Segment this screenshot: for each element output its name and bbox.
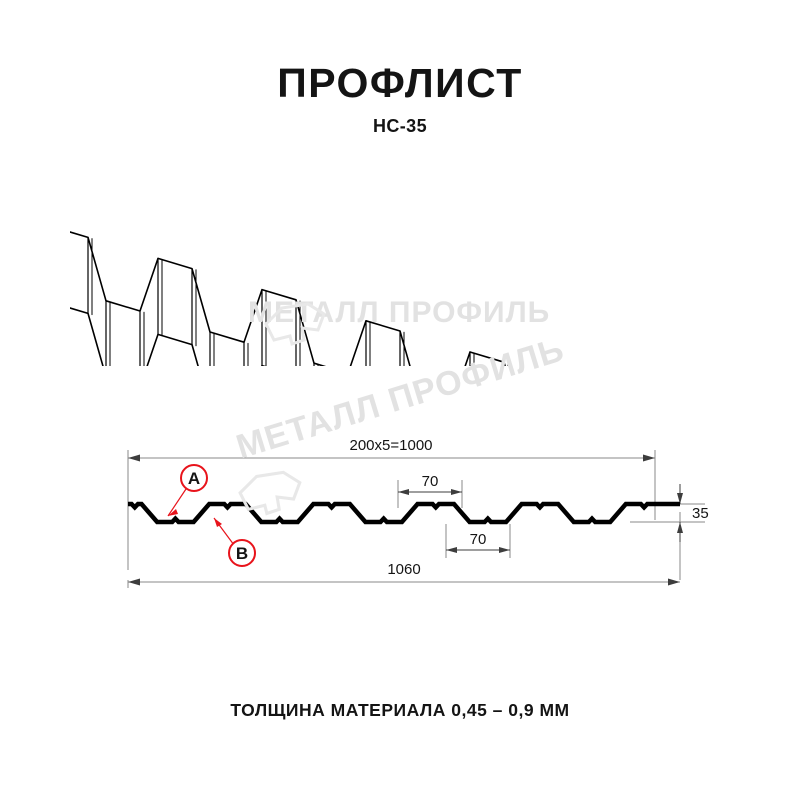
edge-mask-right xyxy=(738,196,740,366)
callout-b-label: B xyxy=(236,544,248,563)
material-thickness-note: ТОЛЩИНА МАТЕРИАЛА 0,45 – 0,9 ММ xyxy=(230,700,570,720)
dimension-height: 35 xyxy=(677,484,709,542)
dimension-bottom-flange-label: 70 xyxy=(470,531,487,548)
callout-b: B xyxy=(213,517,256,567)
callout-a-label: A xyxy=(188,469,200,488)
cross-section-drawing: 200x5=1000 70 70 35 xyxy=(127,437,709,588)
cross-section-view: 200x5=1000 70 70 35 xyxy=(110,392,710,612)
dimension-height-label: 35 xyxy=(692,505,709,522)
page-title: ПРОФЛИСТ xyxy=(277,60,523,106)
dimension-total-width: 1060 xyxy=(128,561,680,586)
isometric-profile-drawing xyxy=(70,196,740,366)
dimension-top-flange: 70 xyxy=(398,473,462,495)
page-header: ПРОФЛИСТ НС-35 xyxy=(0,60,800,137)
page-footer: ТОЛЩИНА МАТЕРИАЛА 0,45 – 0,9 ММ xyxy=(0,700,800,721)
dimension-pitch: 200x5=1000 xyxy=(128,437,655,462)
product-model-label: НС-35 xyxy=(372,116,427,137)
dimension-pitch-label: 200x5=1000 xyxy=(350,437,433,454)
isometric-view xyxy=(70,196,740,366)
dimension-total-width-label: 1060 xyxy=(387,561,420,578)
dimension-bottom-flange: 70 xyxy=(446,531,510,553)
sheet-body xyxy=(70,231,506,366)
profile-section-path xyxy=(128,501,680,525)
dimension-top-flange-label: 70 xyxy=(422,473,439,490)
callout-a: A xyxy=(167,464,208,517)
